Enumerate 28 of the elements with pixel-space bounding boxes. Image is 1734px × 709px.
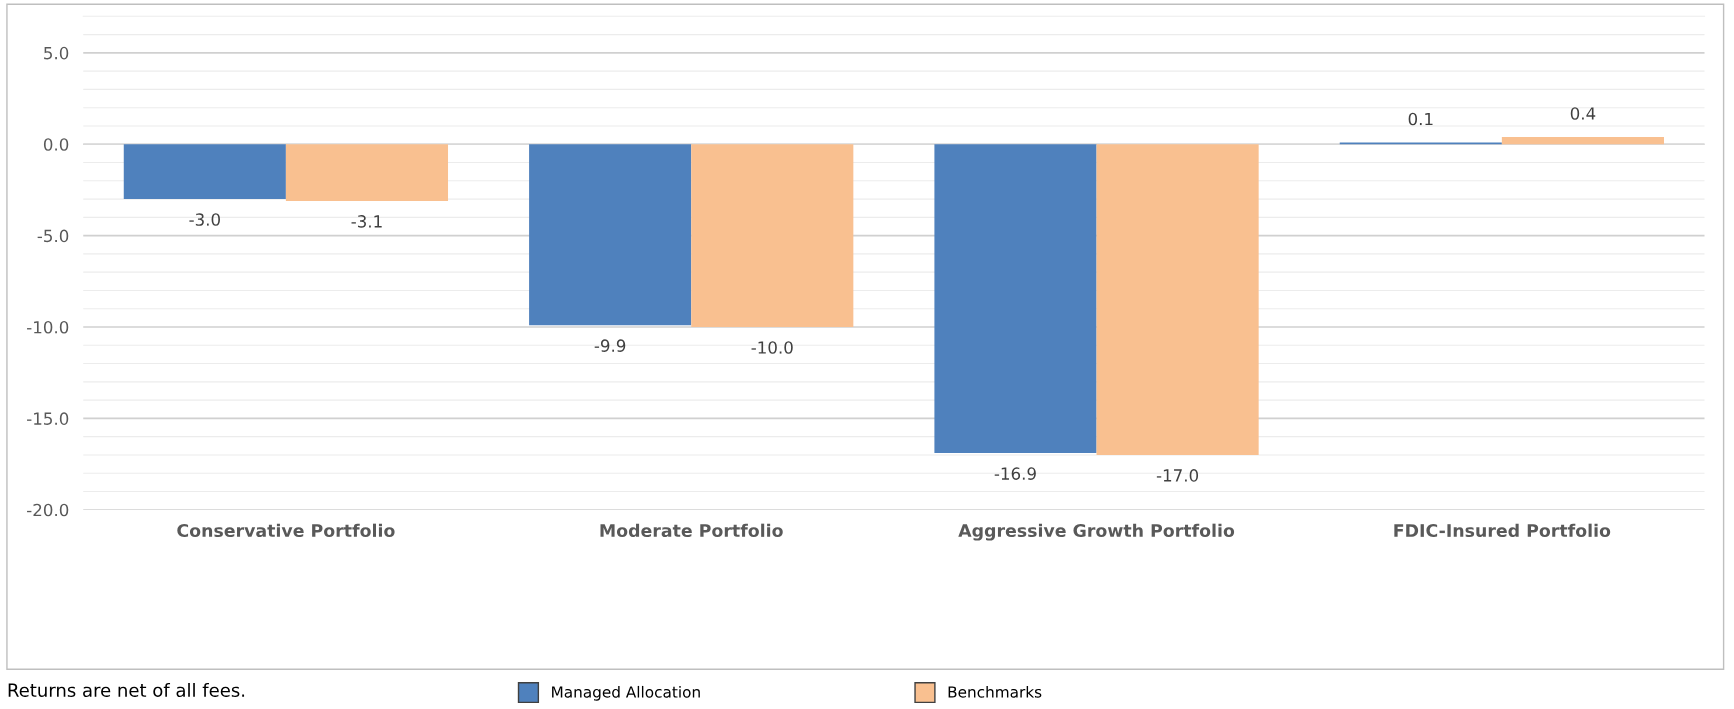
data-label: -17.0 [1156,469,1199,482]
y-tick-label: 0.0 [43,138,69,151]
x-tick-label: Moderate Portfolio [600,523,783,538]
bar [1501,136,1664,145]
data-label: -16.9 [994,467,1036,480]
y-tick-label: -20.0 [27,503,69,517]
legend-label: Benchmarks [948,685,1042,698]
data-label: -9.9 [594,339,626,352]
bar [691,144,854,328]
y-tick-label: -15.0 [27,412,69,425]
y-tick-label: -10.0 [27,320,69,334]
y-tick-label: -5.0 [37,229,69,243]
data-label: -3.1 [351,215,382,228]
data-label: 0.4 [1570,107,1596,120]
bar [1096,144,1259,455]
bar [123,144,286,200]
y-tick-label: 5.0 [44,46,69,60]
bar [934,144,1097,454]
text: Returns are net of all fees. [8,683,245,697]
data-label: -10.0 [751,341,793,354]
legend-label: Managed Allocation [552,685,700,701]
x-tick-label: FDIC-Insured Portfolio [1394,523,1611,538]
bar [285,144,449,201]
bar [529,144,692,326]
x-tick-label: Aggressive Growth Portfolio [958,523,1235,541]
data-label: -3.0 [189,213,220,226]
data-label: 0.1 [1408,112,1433,126]
x-tick-label: Conservative Portfolio [177,523,395,538]
